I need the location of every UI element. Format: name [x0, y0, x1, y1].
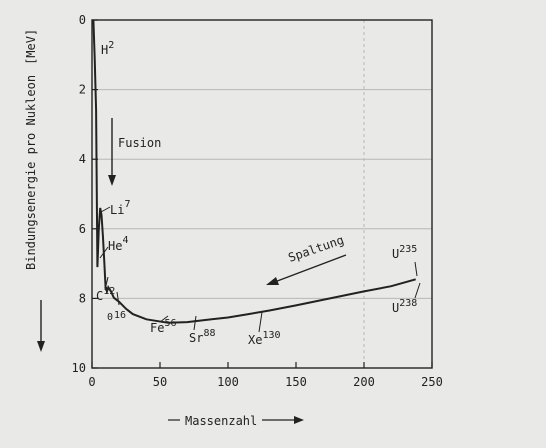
label-xe130: Xe130	[248, 311, 281, 347]
y-tick-label: 6	[79, 222, 86, 236]
y-axis-arrowhead	[37, 341, 45, 352]
svg-text:Xe130: Xe130	[248, 330, 281, 347]
label-li7: Li7	[100, 199, 130, 217]
grid-lines	[92, 20, 432, 368]
spaltung-label: Spaltung	[286, 233, 345, 265]
x-tick-label: 250	[421, 375, 443, 389]
label-u235: U235	[392, 244, 418, 277]
label-o16: 16 0	[107, 291, 126, 323]
svg-text:Li7: Li7	[110, 199, 130, 217]
y-tick-label: 8	[79, 291, 86, 305]
svg-text:H2: H2	[101, 40, 114, 57]
svg-text:Fe56: Fe56	[150, 318, 177, 335]
x-tick-label: 0	[88, 375, 95, 389]
x-axis-title: Massenzahl	[185, 414, 257, 428]
x-tick-label: 100	[217, 375, 239, 389]
label-h2: H2	[101, 40, 114, 57]
plot-frame	[91, 19, 433, 369]
svg-text:C12: C12	[96, 286, 115, 303]
x-axis: 0 50 100 150 200 250	[88, 362, 443, 389]
label-u238: U238	[392, 282, 421, 315]
fusion-arrowhead	[108, 175, 116, 186]
x-tick-label: 150	[285, 375, 307, 389]
svg-text:U235: U235	[392, 244, 417, 261]
svg-text:He4: He4	[108, 235, 128, 253]
label-sr88: Sr88	[189, 315, 216, 345]
label-he4: He4	[99, 235, 128, 259]
svg-text:Sr88: Sr88	[189, 328, 216, 345]
x-axis-arrowhead	[294, 416, 304, 424]
svg-text:U238: U238	[392, 298, 417, 315]
spaltung-arrowhead	[266, 277, 279, 285]
binding-energy-curve	[92, 19, 416, 324]
fusion-label: Fusion	[118, 136, 161, 150]
y-tick-label: 4	[79, 152, 86, 166]
svg-text:16: 16	[114, 310, 126, 321]
svg-text:0: 0	[107, 312, 113, 323]
svg-text:Bindungsenergie pro Nukleon[Me: Bindungsenergie pro Nukleon[MeV]	[24, 29, 38, 270]
y-tick-label: 0	[79, 13, 86, 27]
label-c12: C12	[96, 276, 115, 303]
x-tick-label: 50	[153, 375, 167, 389]
spaltung-arrow	[271, 254, 347, 284]
label-fe56: Fe56	[150, 315, 177, 335]
y-tick-label: 2	[79, 83, 86, 97]
y-axis-title: Bindungsenergie pro Nukleon[MeV]	[24, 29, 38, 270]
y-tick-label: 10	[72, 361, 86, 375]
x-tick-label: 200	[353, 375, 375, 389]
